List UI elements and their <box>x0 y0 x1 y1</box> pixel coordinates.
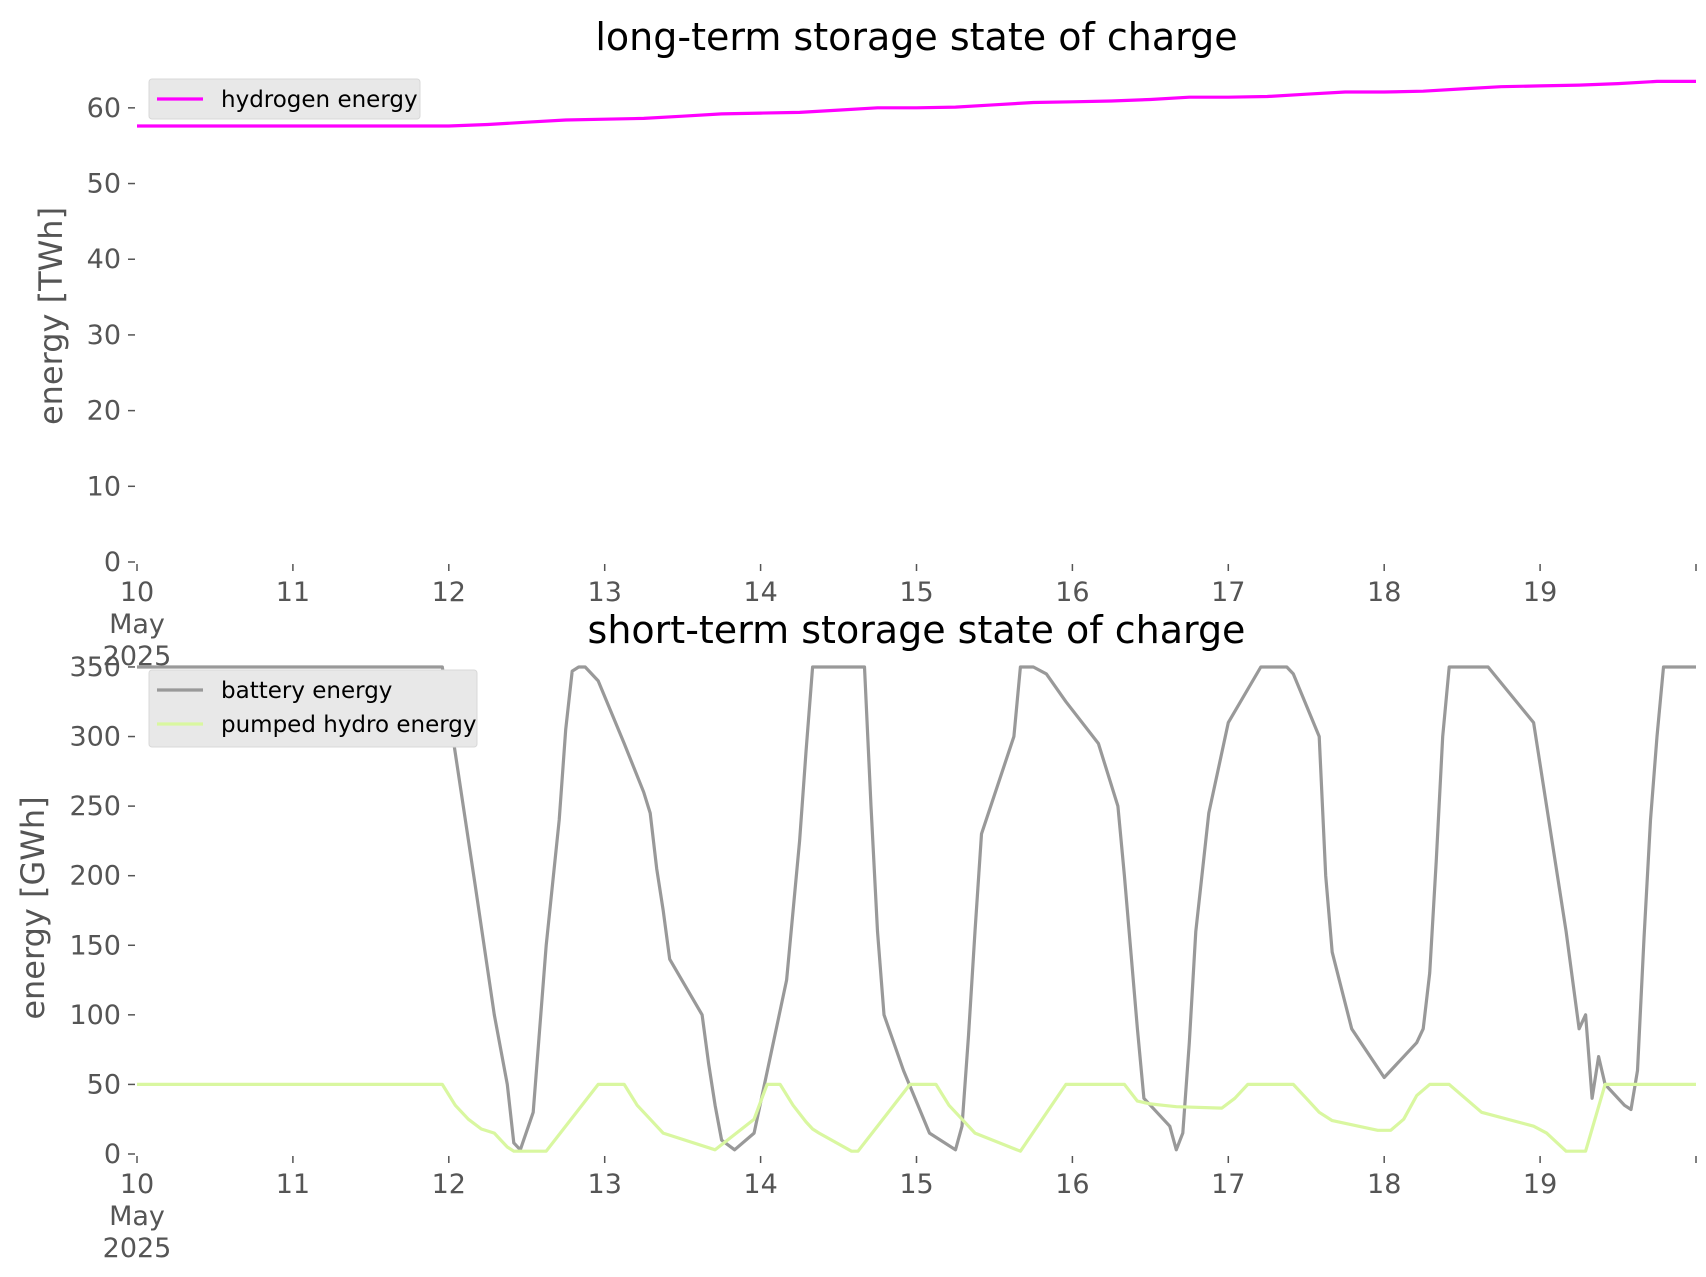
series-lines <box>137 665 1696 1153</box>
y-tick-label: 150 <box>69 930 121 961</box>
x-tick-label: 11 <box>276 577 310 608</box>
y-tick-label: 40 <box>87 244 121 275</box>
legend: battery energy pumped hydro energy <box>148 669 478 748</box>
x-tick-sublabel: 2025 <box>103 1233 172 1264</box>
x-tick-label: 19 <box>1523 1169 1557 1200</box>
x-tick-label: 15 <box>899 1169 933 1200</box>
x-tick-label: 14 <box>743 1169 777 1200</box>
x-tick-label: 18 <box>1367 1169 1401 1200</box>
x-tick-label: 16 <box>1055 577 1089 608</box>
y-tick-label: 0 <box>104 547 121 578</box>
x-tick-label: 14 <box>743 577 777 608</box>
series-line <box>137 79 1696 128</box>
y-tick-label: 350 <box>69 652 121 683</box>
x-tick-label: 19 <box>1523 577 1557 608</box>
series-line <box>137 1082 1696 1153</box>
y-tick-label: 250 <box>69 791 121 822</box>
x-tick-label: 18 <box>1367 577 1401 608</box>
legend-box <box>148 78 421 120</box>
x-tick-label: 13 <box>588 1169 622 1200</box>
legend-box <box>148 669 478 748</box>
y-tick-label: 20 <box>87 396 121 427</box>
series-lines <box>137 79 1696 128</box>
x-tick-sublabel: May <box>109 1201 165 1232</box>
x-tick-label: 17 <box>1211 577 1245 608</box>
chart-title: long-term storage state of charge <box>595 15 1237 59</box>
x-tick-label: 17 <box>1211 1169 1245 1200</box>
short-term-storage-chart: short-term storage state of charge energ… <box>14 608 1697 1264</box>
x-tick-label: 12 <box>432 577 466 608</box>
y-tick-label: 100 <box>69 1000 121 1031</box>
y-ticks: 0 10 20 30 40 50 60 <box>87 93 135 578</box>
legend-label: pumped hydro energy <box>221 712 477 738</box>
x-tick-label: 13 <box>588 577 622 608</box>
y-tick-label: 200 <box>69 861 121 892</box>
y-axis-label: energy [TWh] <box>32 207 70 425</box>
series-line <box>137 665 1696 1152</box>
x-tick-label: 15 <box>899 577 933 608</box>
x-tick-label: 12 <box>432 1169 466 1200</box>
chart-title: short-term storage state of charge <box>588 608 1246 652</box>
x-tick-label: 10 <box>120 1169 154 1200</box>
legend-label: hydrogen energy <box>221 87 418 113</box>
y-tick-label: 60 <box>87 93 121 124</box>
x-tick-sublabel: May <box>109 609 165 640</box>
x-tick-label: 10 <box>120 577 154 608</box>
y-tick-label: 300 <box>69 722 121 753</box>
y-axis-label: energy [GWh] <box>14 796 52 1019</box>
y-tick-label: 30 <box>87 320 121 351</box>
long-term-storage-chart: long-term storage state of charge energy… <box>32 15 1697 672</box>
y-tick-label: 50 <box>87 169 121 200</box>
y-tick-label: 0 <box>104 1139 121 1170</box>
y-ticks: 0 50 100 150 200 250 300 350 <box>69 652 135 1170</box>
legend-label: battery energy <box>221 678 392 704</box>
x-tick-label: 11 <box>276 1169 310 1200</box>
y-tick-label: 50 <box>87 1069 121 1100</box>
x-tick-label: 16 <box>1055 1169 1089 1200</box>
y-tick-label: 10 <box>87 471 121 502</box>
legend: hydrogen energy <box>148 78 421 120</box>
